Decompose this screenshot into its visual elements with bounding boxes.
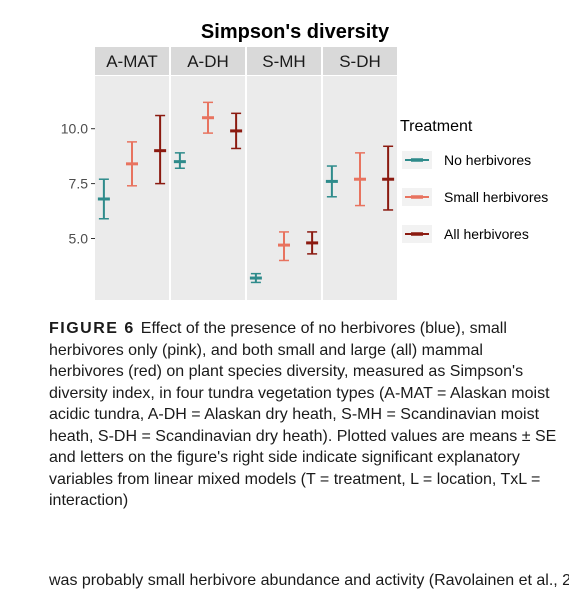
figure-caption: FIGURE 6 Effect of the presence of no her…	[49, 318, 561, 512]
caption-label: FIGURE 6	[49, 320, 135, 337]
facet-strip-s-dh	[323, 47, 397, 75]
legend-title: Treatment	[400, 118, 473, 135]
legend-item-1: Small herbivores	[402, 188, 548, 206]
facet-label: S-DH	[339, 52, 381, 71]
caption-text: Effect of the presence of no herbivores …	[49, 320, 557, 509]
error-bar-a-dh-2	[230, 112, 243, 150]
facet-label: A-DH	[187, 52, 229, 71]
error-bar-a-mat-0	[97, 178, 110, 220]
facet-panel-s-mh	[247, 76, 321, 300]
legend: Treatment No herbivores Small herbivores A…	[400, 118, 548, 243]
legend-item-0: No herbivores	[402, 151, 531, 169]
error-bar-s-dh-2	[382, 145, 395, 211]
y-tick-label: 7.5	[69, 176, 89, 192]
y-tick-label: 5.0	[69, 231, 89, 247]
facet-panels: A-MAT A-DH S-MH S-DH	[95, 47, 397, 300]
body-text-fragment: was probably small herbivore abundance a…	[49, 572, 569, 589]
error-bar-a-dh-0	[173, 152, 186, 169]
facet-label: S-MH	[262, 52, 305, 71]
y-tick-label: 10.0	[61, 121, 88, 137]
facet-panel-a-mat	[95, 76, 169, 300]
chart-title: Simpson's diversity	[201, 21, 390, 43]
error-bar-marks	[97, 101, 395, 284]
legend-label: All herbivores	[444, 226, 529, 242]
error-bar-s-dh-1	[354, 152, 366, 207]
error-bar-a-mat-2	[154, 114, 167, 185]
error-bar-s-dh-0	[325, 165, 338, 198]
legend-item-2: All herbivores	[402, 225, 529, 243]
error-bar-s-mh-2	[306, 231, 319, 255]
error-bar-a-mat-1	[126, 141, 138, 187]
facet-strip-a-dh	[171, 47, 245, 75]
facet-label: A-MAT	[106, 52, 158, 71]
facet-strip-s-mh	[247, 47, 321, 75]
error-bar-s-mh-0	[249, 272, 262, 284]
facet-strip-a-mat	[95, 47, 169, 75]
simpson-diversity-chart: Simpson's diversity A-MAT A-DH S-MH S-DH 5.…	[61, 21, 548, 300]
legend-label: No herbivores	[444, 152, 531, 168]
error-bar-a-dh-1	[202, 101, 214, 134]
legend-label: Small herbivores	[444, 189, 548, 205]
y-axis: 5.0 7.5 10.0	[61, 121, 95, 247]
error-bar-s-mh-1	[278, 231, 290, 262]
